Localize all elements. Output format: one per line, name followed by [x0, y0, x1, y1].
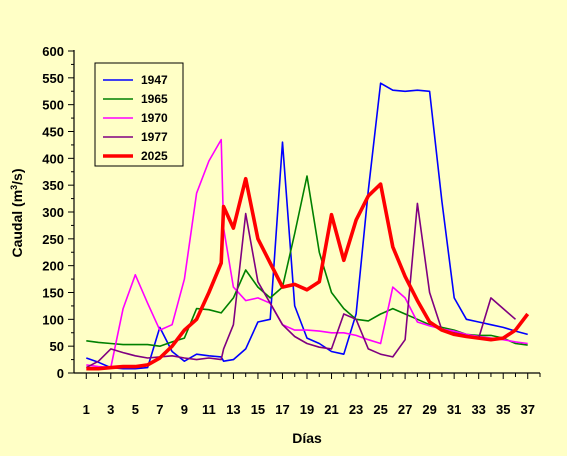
legend-label-1970: 1970 — [141, 111, 168, 125]
x-tick-label: 21 — [324, 402, 338, 417]
legend-label-2025: 2025 — [141, 149, 168, 163]
series-line-2025 — [86, 179, 527, 369]
x-tick-label: 17 — [275, 402, 289, 417]
y-tick-label: 50 — [50, 339, 64, 354]
series-layer — [86, 83, 527, 369]
legend-box — [95, 63, 183, 166]
x-axis-title: Días — [292, 430, 322, 446]
y-axis-title-end: /s) — [9, 168, 25, 184]
y-tick-label: 0 — [57, 366, 64, 381]
x-tick-label: 19 — [300, 402, 314, 417]
x-tick-label: 37 — [521, 402, 535, 417]
x-tick-label: 35 — [496, 402, 510, 417]
y-tick-label: 550 — [42, 71, 64, 86]
x-tick-label: 33 — [471, 402, 485, 417]
series-line-1970 — [86, 140, 527, 368]
x-tick-label: 1 — [83, 402, 90, 417]
y-tick-label: 350 — [42, 178, 64, 193]
y-tick-label: 200 — [42, 259, 64, 274]
y-tick-label: 600 — [42, 44, 64, 59]
x-tick-label: 25 — [373, 402, 387, 417]
x-tick-label: 11 — [202, 402, 216, 417]
x-tick-label: 15 — [251, 402, 265, 417]
x-tick-label: 13 — [226, 402, 240, 417]
legend-items: 1947 1965 1970 1977 2025 — [103, 73, 168, 163]
x-tick-label: 7 — [156, 402, 163, 417]
y-tick-label: 100 — [42, 312, 64, 327]
series-line-1965 — [86, 176, 527, 346]
y-tick-label: 500 — [42, 98, 64, 113]
x-tick-label: 5 — [132, 402, 139, 417]
y-tick-label: 250 — [42, 232, 64, 247]
legend-label-1965: 1965 — [141, 92, 168, 106]
legend-label-1947: 1947 — [141, 73, 168, 87]
series-line-1947 — [86, 83, 527, 369]
y-tick-label: 450 — [42, 125, 64, 140]
legend: 1947 1965 1970 1977 2025 — [95, 63, 183, 166]
x-tick-label: 27 — [398, 402, 412, 417]
x-tick-label: 31 — [447, 402, 461, 417]
x-tick-label: 3 — [107, 402, 114, 417]
y-tick-label: 300 — [42, 205, 64, 220]
x-tick-label: 29 — [422, 402, 436, 417]
y-tick-label: 400 — [42, 151, 64, 166]
y-tick-label: 150 — [42, 286, 64, 301]
legend-label-1977: 1977 — [141, 130, 168, 144]
y-axis-title-main: Caudal (m — [9, 190, 25, 258]
x-tick-label: 23 — [349, 402, 363, 417]
y-axis-title: Caudal (m3/s) — [9, 168, 25, 257]
x-tick-label: 9 — [181, 402, 188, 417]
